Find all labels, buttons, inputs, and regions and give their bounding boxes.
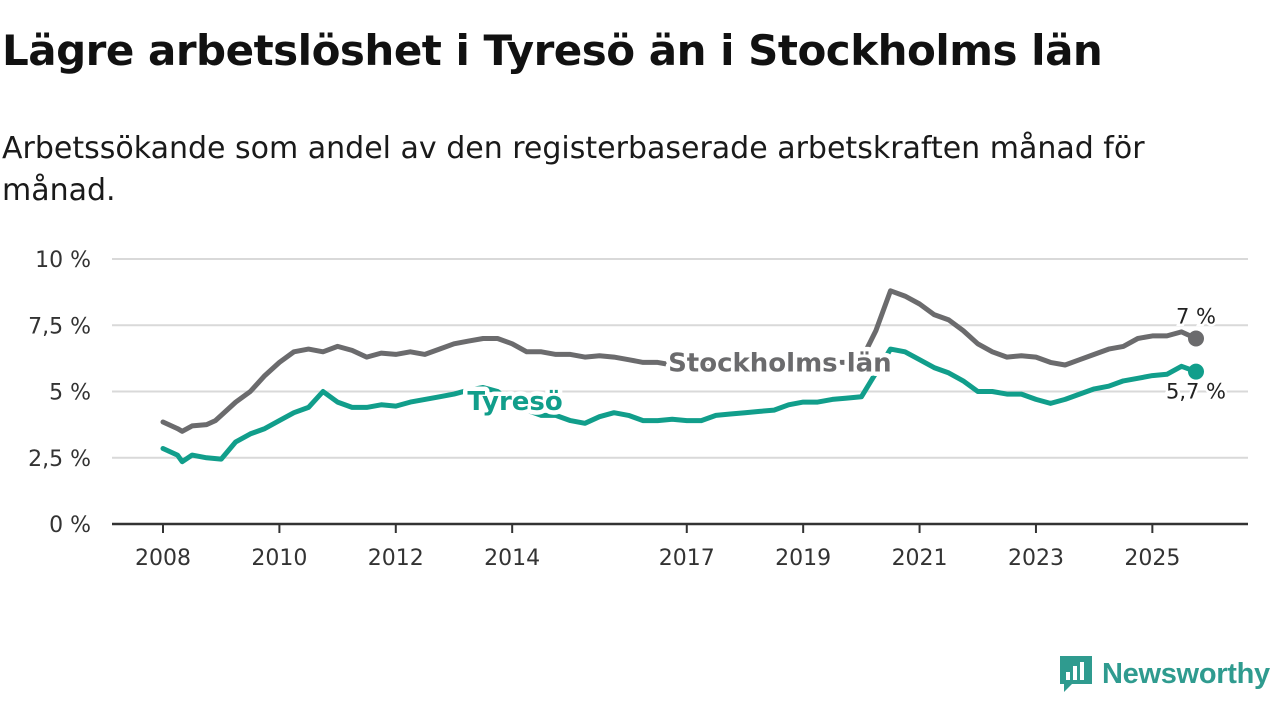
x-tick-label: 2014 [484,546,540,571]
chart-title: Lägre arbetslöshet i Tyresö än i Stockho… [2,26,1103,75]
x-tick-label: 2019 [775,546,831,571]
x-tick-label: 2017 [659,546,715,571]
y-tick-label: 0 % [49,513,91,538]
x-tick-label: 2012 [368,546,424,571]
newsworthy-logo-icon [1060,656,1092,692]
x-tick-label: 2010 [251,546,307,571]
series-line-tyreso [160,346,1199,465]
end-label-stockholm: 7 % [1176,305,1216,329]
brand-name: Newsworthy [1102,657,1270,690]
x-tick-label: 2021 [892,546,948,571]
series-label-stockholm: Stockholms län [668,348,892,378]
end-label-tyreso: 5,7 % [1166,380,1226,404]
series-line-stockholm [160,288,1199,434]
y-tick-label: 2,5 % [28,447,91,472]
x-tick-label: 2025 [1124,546,1180,571]
end-point-tyreso [1188,363,1204,380]
series-label-tyreso: Tyresö [467,387,562,417]
y-tick-label: 7,5 % [28,314,91,339]
x-tick-label: 2008 [135,546,191,571]
x-tick-label: 2023 [1008,546,1064,571]
y-tick-label: 10 % [35,248,91,273]
brand-logo: Newsworthy [1058,654,1270,694]
end-point-stockholm [1188,330,1204,347]
chart-subtitle: Arbetssökande som andel av den registerb… [2,131,1145,208]
y-tick-label: 5 % [49,381,91,406]
